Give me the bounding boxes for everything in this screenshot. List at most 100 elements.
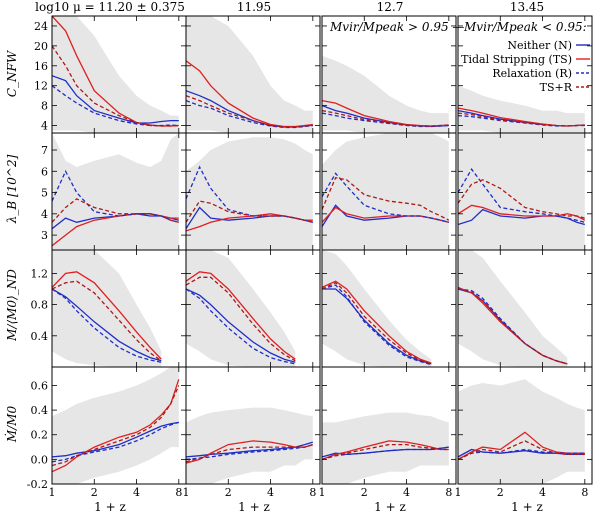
- series-line-relaxation-r: [52, 421, 179, 463]
- series-line-tidal-stripping-ts: [52, 213, 179, 247]
- series-line-tidal-stripping-ts: [322, 280, 432, 364]
- scatter-band-outer: [458, 85, 585, 133]
- xlabel-col-1: 1 + z: [94, 500, 126, 514]
- scatter-band-outer: [186, 250, 296, 367]
- series-line-relaxation-r: [322, 112, 449, 128]
- panel-plot-area: [186, 407, 313, 484]
- panel-r4-c2: 1 2 4 8: [183, 366, 321, 499]
- panel-plot-area: [458, 379, 585, 484]
- scatter-band-outer: [458, 250, 568, 367]
- row-ylabels: C_NFW λ_B [10^2] M/⟨M0⟩_ND Ṁ/M0: [4, 49, 19, 443]
- column-title-1: log10 μ = 11.20 ± 0.375: [35, 0, 185, 14]
- scatter-band-outer: [322, 55, 449, 133]
- x-tick-label: 1: [319, 486, 326, 499]
- series-line-ts-r: [52, 45, 179, 127]
- series-line-relaxation-r: [322, 284, 432, 366]
- series-line-tidal-stripping-ts: [52, 16, 179, 127]
- y-tick-label: 7: [41, 144, 48, 157]
- y-tick-label: 16: [34, 60, 48, 73]
- ylabel-row-4: Ṁ/M0: [4, 406, 19, 444]
- y-tick-label: 4: [41, 208, 48, 221]
- series-line-relaxation-r: [52, 288, 162, 363]
- panel-r2-c3: [321, 132, 457, 251]
- ylabel-row-3: M/⟨M0⟩_ND: [5, 269, 19, 342]
- series-line-ts-r: [458, 288, 568, 365]
- series-line-tidal-stripping-ts: [322, 440, 449, 461]
- ylabel-row-1: C_NFW: [5, 49, 19, 97]
- annotations: Mvir/Mpeak > 0.95 — Mvir/Mpeak < 0.95:: [329, 20, 587, 34]
- series-line-tidal-stripping-ts: [458, 107, 585, 127]
- scatter-band-outer: [322, 412, 449, 484]
- panel-plot-area: [322, 133, 450, 250]
- annotation-peak-gt: Mvir/Mpeak > 0.95 —: [329, 20, 464, 34]
- column-titles: log10 μ = 11.20 ± 0.375 11.95 12.7 13.45: [35, 0, 544, 14]
- series-line-neither-n: [52, 75, 179, 124]
- x-tick-label: 8: [581, 486, 588, 499]
- x-tick-label: 2: [91, 486, 98, 499]
- x-tick-label: 4: [267, 486, 274, 499]
- panel-plot-area: [52, 367, 180, 484]
- series-line-ts-r: [458, 179, 585, 219]
- series-line-tidal-stripping-ts: [186, 271, 296, 360]
- series-line-tidal-stripping-ts: [458, 431, 585, 460]
- series-line-ts-r: [322, 176, 450, 221]
- ylabel-row-2: λ_B [10^2]: [5, 154, 19, 224]
- series-line-relaxation-r: [458, 288, 568, 365]
- x-tick-label: 2: [497, 486, 504, 499]
- panel-plot-area: [186, 16, 313, 133]
- y-tick-label: 6: [41, 165, 48, 178]
- x-tick-label: 1: [183, 486, 190, 499]
- y-tick-label: 5: [41, 187, 48, 200]
- y-tick-label: 4: [41, 120, 48, 133]
- x-tick-label: 4: [539, 486, 546, 499]
- panel-plot-area: [458, 250, 568, 367]
- scatter-band-outer: [322, 250, 432, 367]
- series-line-neither-n: [186, 441, 313, 458]
- panel-r2-c1: 3 4 5 6 7: [41, 132, 187, 251]
- legend-label: Neither (N): [507, 39, 572, 52]
- series-line-tidal-stripping-ts: [52, 271, 162, 360]
- x-tick-label: 4: [133, 486, 140, 499]
- series-line-ts-r: [52, 198, 179, 223]
- panel-plot-area: [186, 250, 296, 367]
- series-line-relaxation-r: [322, 172, 449, 223]
- panel-r4-c4: 1 2 4 8: [455, 366, 593, 499]
- xlabel-col-4: 1 + z: [511, 500, 543, 514]
- panel-plot-area: [322, 412, 449, 484]
- y-tick-label: 8: [41, 100, 48, 113]
- scatter-band-outer: [322, 133, 449, 250]
- scatter-band-outer: [186, 137, 313, 250]
- panel-r3-c3: [321, 249, 457, 368]
- y-tick-label: -0.2: [27, 478, 48, 491]
- x-tick-label: 1: [49, 486, 56, 499]
- scatter-band-outer: [458, 133, 585, 250]
- x-tick-label: 2: [361, 486, 368, 499]
- x-tick-label: 1: [455, 486, 462, 499]
- series-line-neither-n: [186, 288, 296, 363]
- y-tick-label: 0.6: [31, 379, 49, 392]
- panel-plot-area: [458, 85, 585, 133]
- panel-r2-c4: [457, 132, 593, 251]
- panel-r3-c4: [457, 249, 593, 368]
- panel-plot-area: [322, 55, 449, 133]
- series-line-neither-n: [52, 288, 162, 362]
- xlabel-col-3: 1 + z: [374, 500, 406, 514]
- column-title-4: 13.45: [510, 0, 544, 14]
- scatter-band-outer: [186, 16, 313, 133]
- column-title-2: 11.95: [237, 0, 271, 14]
- y-tick-label: 1.2: [31, 267, 49, 280]
- panel-frame: [321, 366, 457, 485]
- panel-r1-c1: 4 8 12 16 20 24: [34, 15, 187, 134]
- y-tick-label: 20: [34, 40, 48, 53]
- x-tick-label: 8: [175, 486, 182, 499]
- series-line-relaxation-r: [458, 448, 585, 460]
- scatter-band-outer: [52, 250, 162, 367]
- y-tick-label: 24: [34, 20, 48, 33]
- series-line-ts-r: [458, 440, 585, 460]
- panel-plot-area: [186, 137, 313, 250]
- panel-r4-c1: 1 2 4 8 -0.2 0.0 0.2 0.4 0.6: [27, 366, 187, 499]
- legend: Neither (N)Tidal Stripping (TS)Relaxatio…: [461, 39, 590, 94]
- series-line-ts-r: [186, 443, 313, 463]
- scatter-band-outer: [52, 367, 179, 484]
- series-line-relaxation-r: [186, 288, 296, 365]
